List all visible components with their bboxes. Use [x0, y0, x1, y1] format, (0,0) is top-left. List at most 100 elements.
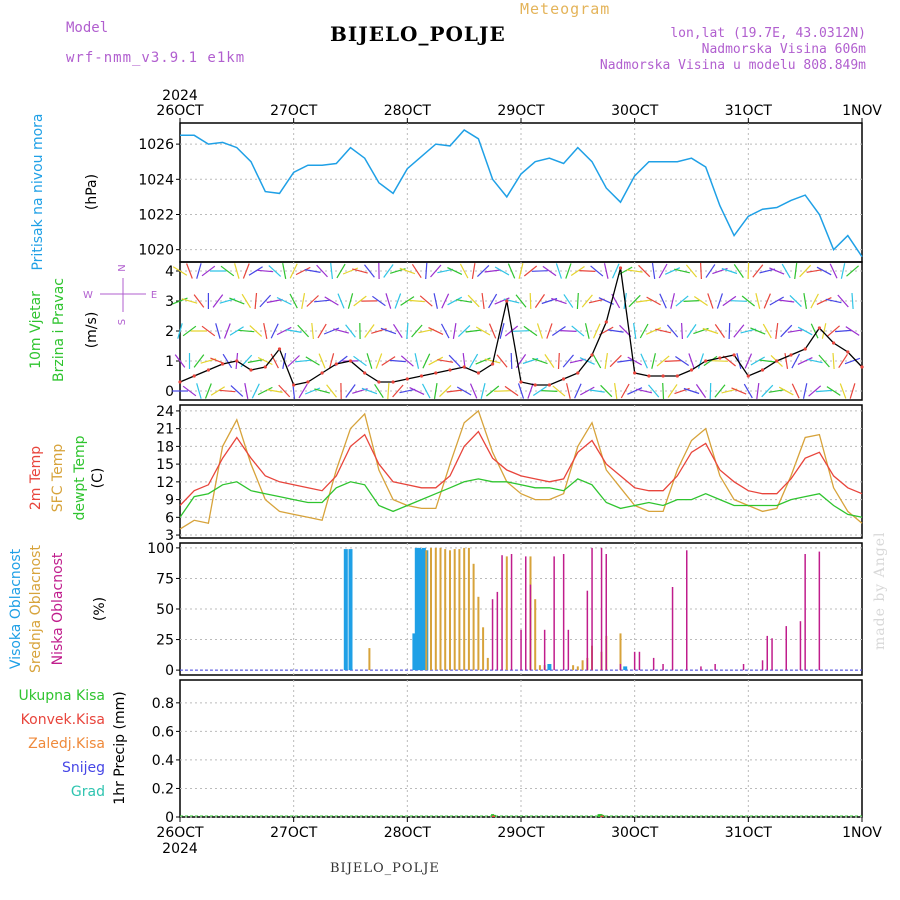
cloud-mid-bar — [368, 648, 371, 671]
xtick-top-label: 28OCT — [384, 103, 432, 119]
wind-arrow — [372, 295, 386, 307]
wind-arrow — [471, 263, 476, 279]
temperature-ytick-label: 6 — [165, 510, 174, 526]
wind-arrow — [352, 268, 368, 274]
cloud-low-bar — [714, 664, 716, 671]
wind-arrow — [244, 382, 249, 400]
wind-arrow — [336, 263, 346, 279]
wind-arrow — [439, 384, 452, 398]
wind-arrow — [743, 383, 753, 399]
cloud-low-bar — [742, 664, 745, 671]
wind-arrow — [552, 385, 566, 397]
precip-ytick-label: 0 — [165, 810, 174, 826]
wind-arrow — [664, 360, 681, 362]
wind-arrow — [510, 352, 513, 370]
precip-ytick-label: 0.2 — [152, 781, 174, 797]
cloud-mid-bar — [458, 549, 461, 671]
wind-arrow — [428, 327, 444, 335]
wind-arrow — [433, 383, 438, 399]
wind-arrow — [383, 264, 394, 278]
pressure-ytick-label: 1022 — [138, 207, 174, 223]
wind-arrow — [685, 264, 698, 278]
cloud-low-bar — [771, 638, 773, 671]
wind-arrow — [266, 298, 283, 304]
wind-arrow — [421, 383, 431, 399]
wind-arrow — [651, 263, 656, 279]
wind-arrow — [181, 298, 198, 304]
wind-arrow — [799, 264, 812, 278]
wind-arrow — [193, 294, 205, 308]
wind-arrow — [571, 325, 585, 337]
wind-speed-point — [704, 359, 708, 363]
wind-arrow — [400, 296, 415, 306]
wind-arrow — [714, 384, 726, 398]
wind-arrow — [364, 264, 375, 278]
wind-arrow — [655, 328, 672, 334]
temperature-ytick-label: 9 — [165, 493, 174, 509]
wind-speed-point — [775, 359, 779, 363]
wind-arrow — [414, 353, 420, 369]
wind-arrow — [504, 385, 519, 397]
wind-arrow — [196, 263, 202, 279]
wind-arrow — [254, 292, 258, 310]
wind-arrow — [318, 353, 326, 369]
wind-arrow — [399, 267, 416, 275]
wind-arrow — [326, 384, 337, 398]
wind-arrow — [763, 293, 771, 309]
wind-arrow — [295, 266, 311, 276]
temperature-ytick-label: 21 — [156, 422, 174, 438]
wind-speed-point — [348, 359, 353, 363]
cloud-mid-ylabel: Srednja Oblacnost — [28, 545, 44, 673]
wind-arrow — [172, 266, 188, 276]
wind-arrow — [212, 294, 224, 308]
wind-arrow — [457, 324, 471, 338]
precip-convective-bar — [600, 815, 604, 817]
wind-arrow — [670, 293, 675, 309]
wind-arrow — [709, 382, 712, 400]
wind-arrow — [705, 264, 716, 278]
wind-arrow — [686, 324, 697, 338]
precip-total-bar — [599, 814, 603, 817]
wind-arrow — [306, 295, 319, 307]
cloud-mid-bar — [434, 547, 437, 671]
temperature-ytick-label: 18 — [156, 439, 174, 455]
wind-arrow — [778, 299, 795, 303]
wind-arrow — [425, 262, 428, 280]
wind-arrow — [640, 353, 648, 369]
model-label: Model — [66, 20, 109, 36]
wind-arrow — [541, 390, 558, 392]
wind-arrow — [722, 295, 737, 307]
wind-arrow — [248, 266, 263, 276]
footer-station: BIJELO_POLJE — [330, 861, 440, 876]
xtick-bottom-label: 29OCT — [497, 825, 545, 841]
wind-arrow — [324, 296, 339, 306]
wind-speed-point — [789, 353, 793, 357]
wind-arrow — [452, 323, 457, 339]
t2m-ylabel: 2m Temp — [28, 446, 44, 510]
wind-arrow — [411, 263, 422, 279]
station-coords: lon,lat (19.7E, 43.0312N) — [670, 26, 866, 41]
wind-arrow — [476, 264, 490, 278]
wind-arrow — [289, 293, 298, 309]
wind-arrow — [769, 267, 785, 275]
wind-speed-point — [547, 383, 552, 387]
wind-arrow — [515, 294, 527, 308]
cloud-low-bar — [804, 554, 806, 671]
wind-arrow — [481, 293, 485, 309]
wind-arrow — [304, 269, 321, 273]
cloud-mid-bar — [472, 563, 475, 671]
wind-arrow — [839, 383, 847, 399]
wind-arrow — [381, 356, 396, 366]
wind-arrow — [780, 324, 793, 338]
wind-speed-point — [377, 380, 381, 384]
wind-arrow — [380, 327, 397, 335]
cloud-low-bar — [766, 635, 768, 671]
precip-total-bar — [597, 814, 601, 817]
wind-arrow — [825, 298, 842, 304]
wind-arrow — [270, 323, 279, 339]
wind-arrow — [667, 384, 678, 398]
wind-arrow — [314, 388, 330, 394]
wind-arrow — [282, 262, 287, 280]
wind-arrow — [295, 359, 312, 363]
precip-ylabel: 1hr Precip (mm) — [112, 691, 128, 804]
